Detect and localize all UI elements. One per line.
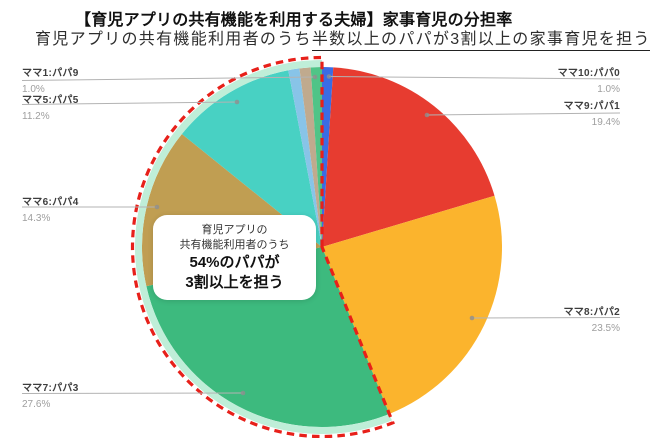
leader-dot-mama10-papa0: [326, 74, 332, 79]
annotation-line-4: 3割以上を担う: [185, 274, 284, 291]
leader-dot-mama9-papa1: [424, 112, 430, 118]
highlight-dashed-outline: [130, 55, 395, 438]
leader-dot-mama5-papa5: [234, 99, 240, 105]
pie-slice-5: [181, 70, 322, 247]
subtitle-underlined-text: 半数以上のパパが3割以上の家事育児を担う: [311, 31, 650, 51]
leader-line-mama5-papa5: [21, 101, 238, 105]
pie-slices-group: [141, 67, 502, 428]
callout-pct: 1.0%: [597, 84, 620, 95]
leader-lines-group: [21, 74, 621, 396]
annotation-line-3: 54%のパパが: [189, 254, 280, 271]
callout-mama1-papa9: ママ1:パパ9 1.0%: [22, 68, 79, 95]
callout-mama10-papa0: ママ10:パパ0 1.0%: [558, 68, 620, 95]
chart-subtitle: 育児アプリの共有機能利用者のうち半数以上のパパが3割以上の家事育児を担う: [35, 25, 650, 51]
leader-dot-mama8-papa2: [469, 315, 475, 321]
leader-line-mama9-papa1: [426, 112, 621, 116]
callout-mama6-papa4: ママ6:パパ4 14.3%: [22, 197, 79, 224]
callout-mama7-papa3: ママ7:パパ3 27.6%: [22, 383, 79, 410]
highlight-ring: [135, 60, 392, 434]
pie-slice-7: [299, 67, 322, 247]
annotation-line-2: 共有機能利用者のうち: [179, 239, 290, 251]
callout-pct: 23.5%: [591, 323, 620, 334]
callout-label: ママ9:パパ1: [563, 101, 620, 112]
callout-label: ママ10:パパ0: [557, 68, 620, 79]
callout-mama8-papa2: ママ8:パパ2 23.5%: [563, 307, 620, 334]
pie-slice-1: [322, 67, 495, 247]
callout-pct: 27.6%: [22, 399, 51, 410]
leader-line-mama8-papa2: [471, 317, 621, 319]
annotation-line-1: 育児アプリの: [201, 224, 268, 236]
callout-mama5-papa5: ママ5:パパ5 11.2%: [22, 95, 79, 122]
callout-label: ママ8:パパ2: [563, 307, 620, 318]
pie-slice-0: [322, 67, 334, 247]
annotation-card: 育児アプリの 共有機能利用者のうち 54%のパパが 3割以上を担う: [153, 215, 316, 300]
pie-slice-8: [310, 67, 322, 247]
leader-line-mama10-papa0: [328, 76, 621, 80]
leader-dot-mama7-papa3: [240, 390, 246, 396]
callout-pct: 14.3%: [22, 213, 51, 224]
highlight-group: [130, 55, 395, 438]
callout-pct: 11.2%: [22, 111, 50, 122]
leader-dot-mama6-papa4: [154, 204, 160, 210]
callout-label: ママ6:パパ4: [22, 197, 79, 208]
leader-line-mama7-papa3: [21, 392, 244, 394]
callout-label: ママ1:パパ9: [22, 68, 79, 79]
callout-label: ママ7:パパ3: [22, 383, 79, 394]
callout-pct: 19.4%: [591, 117, 620, 128]
pie-slice-6: [288, 68, 322, 247]
leader-line-mama1-papa9: [21, 76, 316, 81]
callout-pct: 1.0%: [22, 84, 45, 95]
chart-title: 【育児アプリの共有機能を利用する夫婦】家事育児の分担率: [75, 12, 513, 29]
callout-label: ママ5:パパ5: [22, 95, 79, 106]
subtitle-plain-text: 育児アプリの共有機能利用者のうち: [35, 31, 312, 48]
pie-slice-2: [322, 195, 502, 414]
callout-mama9-papa1: ママ9:パパ1 19.4%: [563, 101, 620, 128]
leader-dot-mama1-papa9: [312, 74, 318, 80]
